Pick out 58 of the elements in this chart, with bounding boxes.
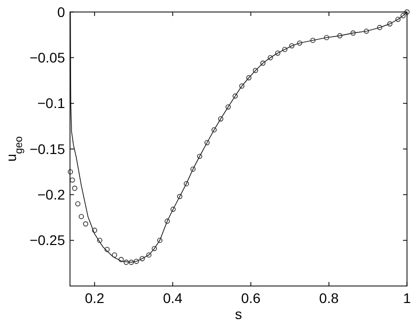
- point: [337, 33, 342, 38]
- point: [164, 218, 170, 224]
- point: [324, 34, 330, 40]
- point: [70, 177, 75, 183]
- point: [387, 21, 392, 26]
- x-axis-title: s: [235, 306, 242, 322]
- point: [78, 214, 84, 220]
- y-tick-label: −0.15: [30, 140, 66, 157]
- point: [364, 28, 369, 34]
- x-tick-label: 0.8: [319, 290, 339, 306]
- point: [289, 43, 294, 48]
- point: [197, 154, 202, 159]
- y-tick-label: −0.05: [30, 50, 66, 66]
- point: [239, 83, 244, 89]
- y-tick-label: −0.1: [37, 95, 66, 112]
- x-tick-label: 0.6: [241, 290, 261, 306]
- point: [282, 46, 288, 52]
- point: [211, 127, 217, 132]
- point: [226, 104, 231, 110]
- point: [204, 140, 210, 146]
- point: [134, 258, 139, 264]
- point: [152, 246, 157, 252]
- point: [92, 228, 98, 233]
- point: [75, 201, 80, 206]
- point: [218, 116, 224, 122]
- point: [297, 40, 302, 46]
- point: [112, 252, 118, 258]
- point: [395, 16, 401, 22]
- point: [260, 60, 266, 66]
- point: [377, 24, 382, 30]
- point: [97, 238, 102, 243]
- point: [72, 186, 78, 191]
- point: [146, 252, 152, 258]
- y-tick-label: −0.25: [30, 232, 66, 248]
- y-tick-label: 0: [57, 4, 66, 20]
- x-tick-label: 0.2: [84, 290, 105, 306]
- point: [268, 55, 273, 60]
- point: [252, 68, 258, 74]
- point: [310, 38, 316, 43]
- x-tick-label: 1: [403, 290, 412, 306]
- point: [350, 30, 356, 36]
- point: [104, 246, 110, 252]
- point: [124, 260, 129, 265]
- point: [275, 50, 280, 56]
- point: [83, 221, 88, 226]
- point: [140, 256, 145, 262]
- point: [118, 256, 124, 262]
- point: [157, 238, 162, 243]
- y-tick-label: −0.2: [37, 186, 66, 203]
- x-tick-label: 0.4: [162, 290, 183, 306]
- point: [68, 169, 73, 174]
- point: [190, 166, 196, 172]
- point: [170, 206, 176, 212]
- point: [128, 260, 134, 265]
- point: [246, 75, 252, 80]
- point: [232, 93, 238, 99]
- point: [177, 194, 182, 200]
- point: [184, 181, 189, 186]
